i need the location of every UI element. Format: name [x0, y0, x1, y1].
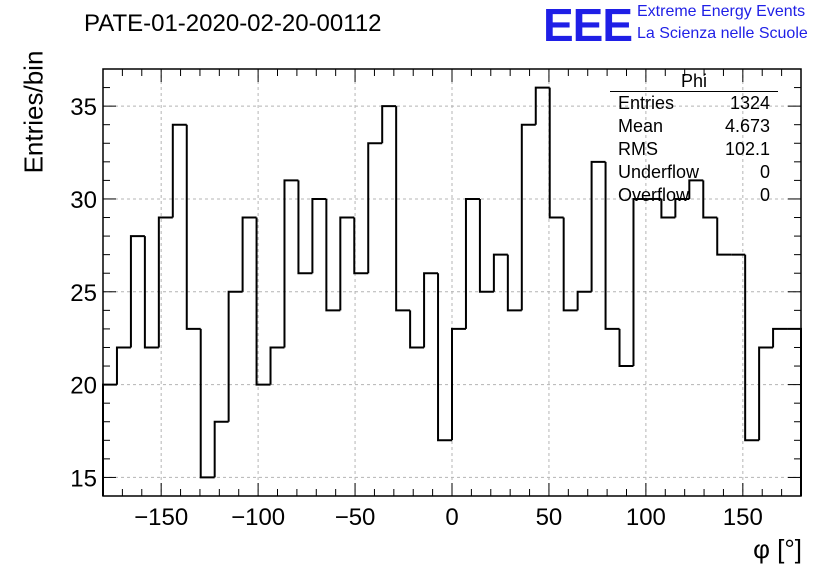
stats-value: 0: [759, 185, 770, 205]
histogram-bin: [241, 216, 257, 292]
histogram-bin: [772, 327, 788, 348]
stats-divider: [610, 91, 778, 92]
histogram-bin: [143, 236, 159, 349]
histogram-bin: [451, 327, 466, 441]
histogram-bin: [115, 346, 131, 385]
stats-title: Phi: [680, 71, 707, 91]
stats-row-mean: Mean 4.673: [618, 116, 770, 138]
histogram-bin: [632, 197, 648, 367]
histogram-bin: [157, 216, 173, 348]
histogram-bin: [464, 197, 480, 329]
stats-value: 4.673: [724, 116, 770, 136]
histogram-bin: [171, 123, 187, 218]
histogram-bin: [437, 273, 452, 442]
logo-line-1: Extreme Energy Events: [637, 3, 806, 20]
histogram-bin: [395, 106, 411, 312]
stats-value: 102.1: [724, 139, 770, 159]
histogram-bin: [339, 216, 355, 311]
histogram-bin: [367, 142, 383, 274]
histogram-bin: [283, 179, 299, 348]
histogram-bin: [269, 346, 285, 385]
y-tick-label: 20: [70, 373, 97, 400]
histogram-bin: [787, 327, 802, 496]
eee-logo: EEE: [543, 0, 633, 51]
x-tick-label: 50: [536, 504, 563, 531]
histogram-bin: [199, 328, 215, 479]
x-tick-label: −150: [134, 504, 188, 531]
histogram-bin: [213, 420, 229, 478]
histogram-bin: [492, 253, 508, 292]
histogram-bin: [618, 328, 634, 368]
y-tick-label: 25: [70, 280, 97, 307]
histogram-bin: [604, 161, 620, 330]
histogram-bin: [325, 198, 341, 312]
histogram-bin: [423, 272, 439, 348]
histogram-bin: [758, 346, 774, 441]
histogram-bin: [674, 197, 690, 218]
stats-key: RMS: [618, 139, 658, 159]
histogram-bin: [562, 217, 578, 312]
x-tick-label: 0: [445, 504, 458, 531]
y-tick-label: 35: [70, 94, 97, 121]
histogram-bin: [506, 254, 522, 312]
x-axis-label: φ [°]: [753, 534, 802, 564]
y-tick-label: 15: [70, 465, 97, 492]
y-axis-label: Entries/bin: [18, 50, 49, 174]
stats-value: 0: [759, 162, 770, 182]
histogram-bin: [353, 217, 369, 275]
histogram-bin: [381, 105, 397, 144]
histogram-bin: [702, 180, 718, 219]
histogram-bin: [478, 198, 494, 293]
stats-row-rms: RMS 102.1: [618, 139, 770, 161]
chart-title: PATE-01-2020-02-20-00112: [84, 10, 382, 37]
histogram-bin: [548, 87, 564, 219]
histogram-bin: [255, 217, 271, 386]
histogram-bin: [688, 179, 704, 199]
histogram-bin: [660, 198, 676, 219]
stats-key: Mean: [618, 116, 664, 136]
stats-key: Underflow: [618, 162, 700, 182]
histogram-bin: [520, 123, 536, 311]
histogram-bin: [409, 310, 425, 349]
x-tick-label: 150: [723, 504, 763, 531]
stats-key: Entries: [618, 93, 675, 113]
histogram: [102, 86, 802, 496]
x-tick-label: −50: [335, 504, 376, 531]
stats-row-entries: Entries 1324: [618, 93, 770, 115]
histogram-bin: [716, 217, 732, 256]
histogram-bin: [311, 197, 327, 274]
x-tick-label: 100: [626, 504, 666, 531]
histogram-bin: [534, 86, 550, 125]
logo-line-2: La Scienza nelle Scuole: [637, 25, 808, 42]
x-tick-label: −100: [231, 504, 285, 531]
histogram-bin: [576, 290, 592, 311]
axis-ticks: [102, 68, 802, 497]
histogram-bin: [744, 254, 760, 442]
stats-row-underflow: Underflow 0: [618, 162, 770, 184]
stats-value: 1324: [729, 93, 770, 113]
tick-labels: −150 −100 −50 0 50 100 150 15 20 25 30 35: [70, 94, 763, 531]
histogram-bin: [185, 124, 201, 330]
y-tick-label: 30: [70, 187, 97, 214]
histogram-bin: [129, 235, 145, 348]
histogram-bin: [227, 290, 243, 422]
histogram-bin: [297, 180, 313, 275]
stats-row-overflow: Overflow 0: [618, 185, 770, 207]
stats-key: Overflow: [618, 185, 690, 205]
histogram-bin: [590, 160, 606, 292]
